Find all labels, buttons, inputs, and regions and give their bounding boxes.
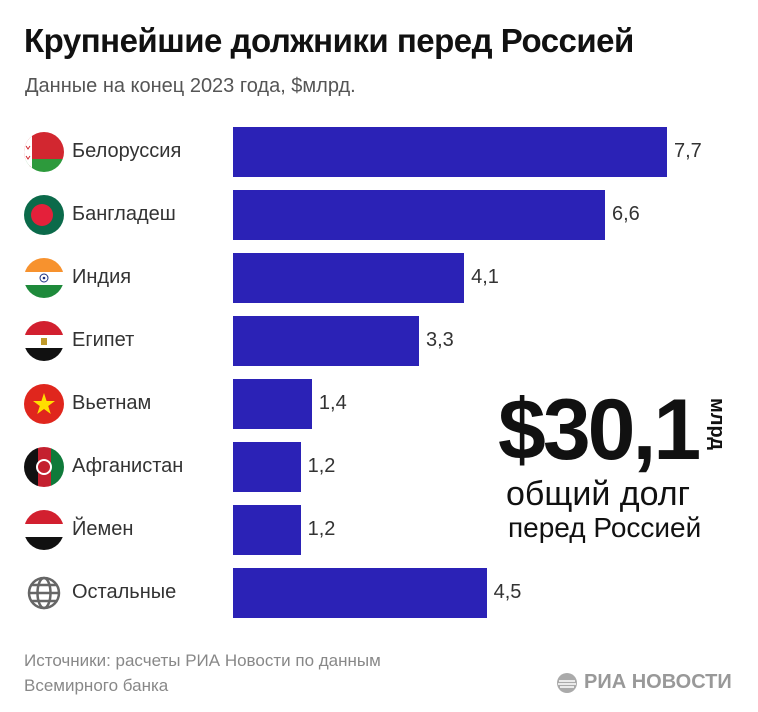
category-label: Белоруссия bbox=[72, 140, 182, 162]
bar bbox=[233, 505, 301, 555]
bar-row: Афганистан 1,2 bbox=[0, 442, 758, 492]
category-label: Индия bbox=[72, 266, 132, 288]
bar bbox=[233, 190, 605, 240]
bar-row: Йемен 1,2 bbox=[0, 505, 758, 555]
egypt-flag bbox=[24, 321, 64, 361]
value-label: 1,2 bbox=[307, 518, 336, 540]
chart-title: Крупнейшие должники перед Россией bbox=[24, 22, 634, 59]
bar bbox=[233, 379, 312, 429]
chart-subtitle: Данные на конец 2023 года, $млрд. bbox=[25, 75, 356, 97]
total-unit: млрд bbox=[706, 398, 728, 450]
afghanistan-flag bbox=[24, 447, 64, 487]
value-label: 7,7 bbox=[674, 140, 702, 162]
bar bbox=[233, 442, 301, 492]
bar bbox=[233, 568, 487, 618]
bar bbox=[233, 127, 667, 177]
bar-row: Египет 3,3 bbox=[0, 316, 758, 366]
category-label: Йемен bbox=[72, 518, 134, 540]
category-label: Бангладеш bbox=[72, 203, 176, 225]
vietnam-flag bbox=[24, 384, 64, 424]
ria-logo-icon bbox=[557, 672, 577, 693]
value-label: 1,2 bbox=[307, 455, 336, 477]
bangladesh-flag bbox=[24, 195, 64, 235]
yemen-flag bbox=[24, 510, 64, 550]
bar-row: Индия 4,1 bbox=[0, 253, 758, 303]
bar bbox=[233, 316, 419, 366]
category-label: Египет bbox=[72, 329, 135, 351]
category-label: Остальные bbox=[72, 581, 177, 603]
logo-text: РИА НОВОСТИ bbox=[584, 671, 732, 693]
bar-row: Вьетнам 1,4 bbox=[0, 379, 758, 429]
value-label: 4,5 bbox=[493, 581, 522, 603]
bar-row: Бангладеш 6,6 bbox=[0, 190, 758, 240]
bar-row: Остальные 4,5 bbox=[0, 568, 758, 618]
total-caption-2: перед Россией bbox=[508, 512, 702, 543]
value-label: 1,4 bbox=[318, 392, 347, 414]
value-label: 6,6 bbox=[612, 203, 640, 225]
total-caption: общий долг bbox=[506, 475, 691, 513]
category-label: Афганистан bbox=[72, 455, 184, 477]
ria-logo: РИА НОВОСТИ bbox=[556, 671, 732, 694]
value-label: 3,3 bbox=[426, 329, 454, 351]
india-flag bbox=[24, 258, 64, 298]
globe-icon bbox=[27, 576, 61, 610]
value-label: 4,1 bbox=[471, 266, 499, 288]
bar-row: Белоруссия 7,7 bbox=[0, 127, 758, 177]
total-value: $30,1 bbox=[498, 382, 701, 478]
category-label: Вьетнам bbox=[72, 392, 152, 414]
belarus-flag bbox=[24, 132, 64, 172]
bar bbox=[233, 253, 465, 303]
source-note: Источники: расчеты РИА Новости по данным… bbox=[24, 651, 381, 695]
